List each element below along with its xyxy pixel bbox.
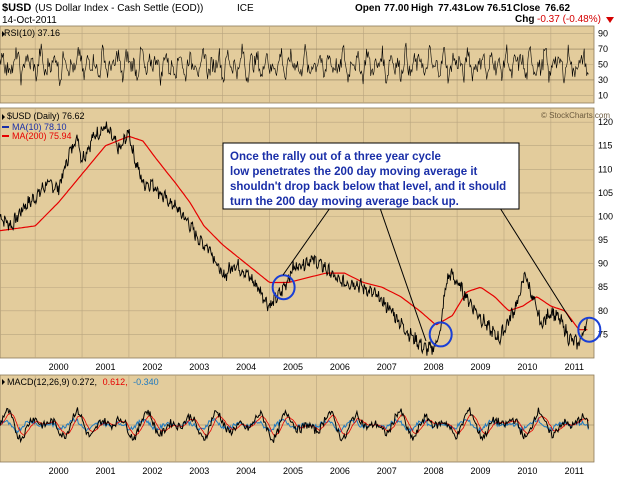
x-tick-label: 2005 [283,466,303,476]
x-tick-label: 2009 [471,362,491,372]
quote-chg-label: Chg [515,14,534,25]
x-tick-label: 2010 [517,362,537,372]
macd-legend-signal: 0.612, [103,377,128,387]
y-tick-label: 10 [598,90,608,100]
quote-high-value: 77.43 [438,3,463,14]
rsi-legend: RSI(10) 37.16 [4,28,60,38]
price-line [0,121,588,356]
y-tick-label: 100 [598,211,613,221]
callout-pointer-2005 [282,207,331,276]
quote-low-label: Low [464,3,484,14]
x-tick-label: 2010 [517,466,537,476]
y-tick-label: 75 [598,329,608,339]
x-tick-label: 2000 [49,362,69,372]
price-legend: $USD (Daily) 76.62 MA(10) 78.10 MA(200) … [2,111,85,141]
exchange-label: ICE [237,3,254,14]
quote-chg-value: -0.37 (-0.48%) [537,14,601,25]
annotation-circle [577,316,602,343]
macd-legend-hist: -0.340 [133,377,159,387]
price-axis: 120 115 110 105 100 95 90 85 80 75 [598,117,613,339]
x-tick-label: 2011 [565,362,584,372]
quote-close-value: 76.62 [545,3,570,14]
ma10-legend-label: MA(10) 78.10 [12,122,67,132]
callout-pointer-2008 [379,207,427,342]
y-tick-label: 85 [598,282,608,292]
macd-legend: MACD(12,26,9) 0.272, 0.612, -0.340 [7,377,159,387]
price-legend-title: $USD (Daily) 76.62 [7,111,85,121]
x-tick-label: 2009 [471,466,491,476]
y-tick-label: 30 [598,75,608,85]
y-tick-label: 90 [598,259,608,269]
x-tick-label: 2000 [49,466,69,476]
macd-signal-line [0,412,589,437]
y-tick-label: 70 [598,44,608,54]
y-tick-label: 95 [598,235,608,245]
watermark: © StockCharts.com [541,111,610,120]
y-tick-label: 105 [598,188,613,198]
macd-legend-main: MACD(12,26,9) 0.272, [7,377,97,387]
macd-line [0,407,589,444]
rsi-panel: 90 70 50 30 10 RSI(10) 37.16 [0,25,608,104]
x-tick-label: 2001 [95,466,115,476]
annotation-circle [428,321,453,348]
x-tick-label: 2005 [283,362,303,372]
x-tick-label: 2002 [142,466,162,476]
rsi-line [0,42,589,86]
x-tick-label: 2004 [236,466,256,476]
x-tick-label: 2006 [330,362,350,372]
rsi-axis: 90 70 50 30 10 [598,29,608,101]
macd-panel-bg [0,374,595,463]
price-panel: 120 115 110 105 100 95 90 85 80 75 $USD (Daily) 7… [0,107,613,372]
x-tick-label: 2003 [189,466,209,476]
x-tick-label: 2008 [424,466,444,476]
quote-open-label: Open [355,3,381,14]
quote-close-label: Close [513,3,541,14]
quote-low-value: 76.51 [487,3,512,14]
chart-date: 14-Oct-2011 [2,15,57,26]
x-tick-label: 2007 [377,466,397,476]
macd-panel: MACD(12,26,9) 0.272, 0.612, -0.340 2000 2… [0,374,595,476]
x-tick-label: 2006 [330,466,350,476]
annotation-circles [271,274,602,348]
y-tick-label: 120 [598,117,613,127]
callout-text: Once the rally out of a three year cycle… [230,151,509,208]
down-arrow-icon [606,17,614,23]
y-tick-label: 115 [598,141,612,151]
symbol-description: (US Dollar Index - Cash Settle (EOD)) [35,3,203,14]
callout-box [222,142,520,210]
x-tick-label: 2007 [377,362,397,372]
macd-x-axis: 2000 2001 2002 2003 2004 2005 2006 2007 2008 2009… [49,466,584,476]
x-tick-label: 2008 [424,362,444,372]
chart-header: $USD (US Dollar Index - Cash Settle (EOD… [2,2,614,26]
x-tick-label: 2003 [189,362,209,372]
quote-high-label: High [411,3,433,14]
macd-legend-icon [2,379,5,385]
y-tick-label: 80 [598,306,608,316]
price-x-axis: 2000 2001 2002 2003 2004 2005 2006 2007 2008 2009… [49,362,584,372]
y-tick-label: 90 [598,29,608,39]
rsi-legend-icon [2,31,5,37]
macd-grid [0,375,594,462]
price-legend-icon [2,114,5,120]
callout-pointer-2011 [499,207,573,323]
symbol-title: $USD [2,2,31,14]
ma200-legend-label: MA(200) 75.94 [12,131,72,141]
x-tick-label: 2004 [236,362,256,372]
x-tick-label: 2011 [565,466,584,476]
y-tick-label: 110 [598,164,612,174]
quote-open-value: 77.00 [384,3,409,14]
x-tick-label: 2002 [142,362,162,372]
annotation-circle [271,274,296,301]
callout: Once the rally out of a three year cycle… [222,142,573,342]
x-tick-label: 2001 [95,362,115,372]
y-tick-label: 50 [598,60,608,70]
